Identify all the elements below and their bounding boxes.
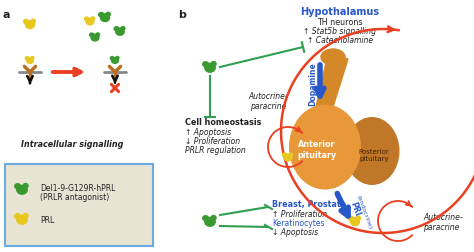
Text: Breast, Prostate: Breast, Prostate [272, 199, 346, 208]
Ellipse shape [96, 34, 100, 37]
Ellipse shape [211, 215, 216, 220]
Ellipse shape [289, 105, 361, 190]
FancyBboxPatch shape [5, 164, 153, 246]
Text: ↓ Proliferation: ↓ Proliferation [185, 137, 240, 145]
Text: Intracellular signalling: Intracellular signalling [21, 139, 123, 148]
Text: ↑ Apoptosis: ↑ Apoptosis [185, 128, 231, 137]
Ellipse shape [356, 216, 360, 220]
Ellipse shape [202, 216, 209, 221]
Text: (endocrine): (endocrine) [356, 193, 373, 229]
Ellipse shape [27, 58, 33, 64]
Text: Del1-9-G129R-hPRL: Del1-9-G129R-hPRL [40, 183, 115, 192]
Ellipse shape [283, 153, 287, 157]
Ellipse shape [91, 18, 95, 21]
Text: TH neurons: TH neurons [317, 18, 363, 27]
Text: ↑ Catecholamine: ↑ Catecholamine [307, 36, 373, 45]
Ellipse shape [116, 29, 124, 36]
Ellipse shape [25, 57, 29, 61]
Text: ↓ Apoptosis: ↓ Apoptosis [272, 227, 318, 236]
Ellipse shape [100, 15, 109, 22]
Text: ↑ Proliferation: ↑ Proliferation [272, 209, 327, 218]
Ellipse shape [121, 27, 125, 31]
Ellipse shape [31, 57, 34, 60]
Ellipse shape [284, 155, 292, 161]
Ellipse shape [15, 184, 20, 189]
Ellipse shape [24, 20, 29, 25]
Text: Hypothalamus: Hypothalamus [301, 7, 380, 17]
Ellipse shape [84, 18, 89, 22]
Ellipse shape [106, 13, 110, 17]
Ellipse shape [91, 35, 99, 42]
Text: b: b [178, 10, 186, 20]
Text: (PRLR antagonist): (PRLR antagonist) [40, 192, 109, 201]
Ellipse shape [348, 216, 354, 221]
Text: Anterior
pituitary: Anterior pituitary [297, 140, 337, 159]
Ellipse shape [345, 117, 400, 185]
Polygon shape [316, 55, 348, 108]
Ellipse shape [111, 58, 118, 64]
Ellipse shape [205, 64, 215, 73]
Text: Autocrine-
paracrine: Autocrine- paracrine [423, 212, 463, 232]
Ellipse shape [17, 215, 27, 224]
Ellipse shape [26, 22, 35, 29]
Text: Cell homeostasis: Cell homeostasis [185, 117, 261, 127]
Text: Dopamine: Dopamine [308, 62, 317, 105]
Ellipse shape [202, 62, 209, 68]
Ellipse shape [31, 20, 36, 24]
Ellipse shape [211, 62, 216, 67]
Text: Posterior
pituitary: Posterior pituitary [359, 149, 389, 162]
Ellipse shape [17, 186, 27, 195]
Ellipse shape [114, 27, 119, 32]
Ellipse shape [90, 34, 94, 38]
Ellipse shape [116, 57, 119, 60]
Ellipse shape [110, 57, 114, 61]
Text: PRL: PRL [348, 200, 362, 218]
Text: a: a [3, 10, 10, 20]
Ellipse shape [289, 153, 292, 157]
Text: PRLR regulation: PRLR regulation [185, 145, 246, 154]
Text: Autocrine-
paracrine: Autocrine- paracrine [248, 92, 288, 111]
Ellipse shape [350, 218, 360, 226]
Ellipse shape [15, 214, 20, 219]
Ellipse shape [23, 213, 28, 218]
Ellipse shape [99, 13, 104, 18]
Text: PRL: PRL [40, 215, 54, 224]
Ellipse shape [23, 184, 28, 188]
Text: Keratinocytes: Keratinocytes [272, 218, 325, 227]
Ellipse shape [205, 217, 215, 226]
Ellipse shape [86, 19, 94, 26]
Ellipse shape [321, 50, 345, 66]
Text: ↑ Stat5b signalling: ↑ Stat5b signalling [303, 27, 376, 36]
